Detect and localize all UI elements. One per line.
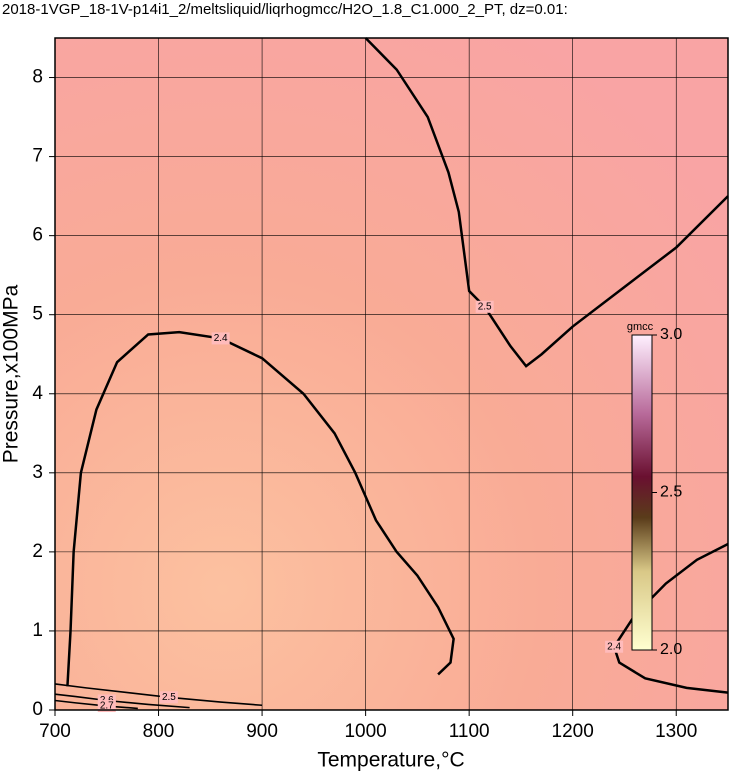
contour-label-bg xyxy=(159,691,178,704)
y-tick-label: 0 xyxy=(32,699,43,720)
colorbar-tick-label: 2.0 xyxy=(660,641,682,658)
contour-line xyxy=(54,699,138,710)
contour-label-bg xyxy=(97,700,116,713)
contour-label-bg xyxy=(475,300,494,313)
density-field xyxy=(55,38,728,710)
contour-label-bg xyxy=(605,640,624,653)
plot-frame xyxy=(54,37,729,711)
contour-line xyxy=(66,330,455,687)
x-tick-label: 1300 xyxy=(655,721,697,742)
colorbar-label: gmcc xyxy=(627,321,654,333)
y-tick-label: 3 xyxy=(32,462,43,483)
y-tick-label: 7 xyxy=(32,146,43,167)
contour-label-bg xyxy=(211,332,230,345)
x-tick-label: 700 xyxy=(39,721,71,742)
contour-label: 2.5 xyxy=(162,692,176,703)
contour-label: 2.5 xyxy=(478,301,492,312)
contour-label: 2.4 xyxy=(607,641,621,652)
y-axis-label: Pressure,x100MPa xyxy=(0,284,23,463)
y-tick-label: 8 xyxy=(32,67,43,88)
x-tick-label: 1000 xyxy=(344,721,386,742)
contour-label: 2.7 xyxy=(100,701,114,712)
contour-line xyxy=(54,683,263,707)
y-tick-label: 1 xyxy=(32,620,43,641)
x-tick-label: 1200 xyxy=(552,721,594,742)
y-tick-label: 5 xyxy=(32,304,43,325)
x-axis-label: Temperature,°C xyxy=(317,749,464,772)
chart-title: 2018-1VGP_18-1V-p14i1_2/meltsliquid/liqr… xyxy=(2,1,568,18)
x-tick-label: 1100 xyxy=(449,721,490,742)
y-tick-label: 4 xyxy=(32,383,43,404)
colorbar-tick-label: 3.0 xyxy=(660,326,682,343)
contour-label: 2.4 xyxy=(214,333,228,344)
y-tick-label: 6 xyxy=(32,225,43,246)
x-tick-label: 800 xyxy=(143,721,175,742)
colorbar xyxy=(631,334,653,651)
x-tick-label: 900 xyxy=(246,721,278,742)
y-tick-label: 2 xyxy=(32,541,43,562)
colorbar-tick-label: 2.5 xyxy=(660,484,682,501)
